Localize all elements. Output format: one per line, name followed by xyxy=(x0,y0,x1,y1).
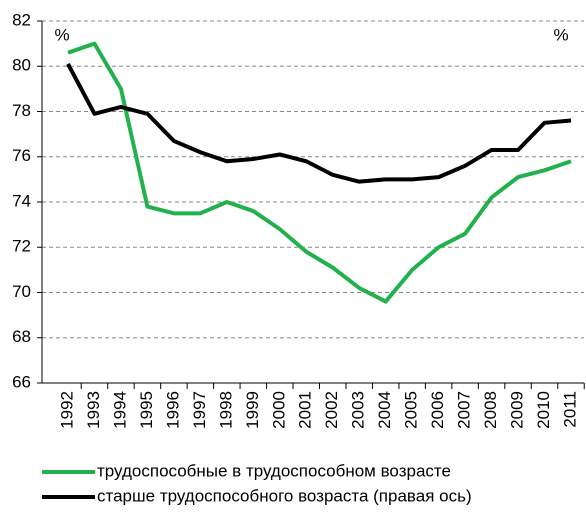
x-tick-label: 2006 xyxy=(428,391,447,429)
x-tick-label: 2011 xyxy=(560,391,579,428)
x-tick-label: 2004 xyxy=(375,391,394,429)
x-tick-label: 1995 xyxy=(137,391,156,429)
x-tick-label: 1997 xyxy=(190,391,209,429)
x-tick-label: 1994 xyxy=(110,391,129,429)
x-tick-label: 1999 xyxy=(243,391,262,429)
y-tick-label: 78 xyxy=(12,101,31,120)
x-tick-label: 2009 xyxy=(508,391,527,429)
series-line xyxy=(66,63,572,184)
x-tick-label: 2001 xyxy=(296,391,315,429)
legend-label: трудоспособные в трудоспособном возрасте xyxy=(97,461,451,480)
y-tick-label: 82 xyxy=(12,10,31,29)
y-tick-label: 68 xyxy=(12,327,31,346)
y-tick-label: 72 xyxy=(12,237,31,256)
y-tick-label: 74 xyxy=(12,191,31,210)
x-tick-label: 2008 xyxy=(481,391,500,429)
x-tick-label: 2003 xyxy=(349,391,368,429)
series-line xyxy=(67,41,572,304)
y-tick-label: 70 xyxy=(12,282,31,301)
y2-axis-unit: % xyxy=(553,25,568,44)
x-tick-label: 2010 xyxy=(534,391,553,429)
y-tick-label: 66 xyxy=(12,372,31,391)
y-tick-label: 80 xyxy=(12,56,31,75)
legend-label: старше трудоспособного возраста (правая … xyxy=(97,486,472,505)
x-tick-label: 1993 xyxy=(84,391,103,429)
y-axis-unit: % xyxy=(54,25,69,44)
x-tick-label: 2005 xyxy=(402,391,421,429)
x-tick-label: 1996 xyxy=(163,391,182,429)
x-tick-label: 2002 xyxy=(322,391,341,429)
x-tick-label: 1992 xyxy=(57,391,76,429)
y-tick-label: 76 xyxy=(12,146,31,165)
x-tick-label: 2007 xyxy=(455,391,474,429)
x-tick-label: 2000 xyxy=(269,391,288,429)
x-tick-label: 1998 xyxy=(216,391,235,429)
